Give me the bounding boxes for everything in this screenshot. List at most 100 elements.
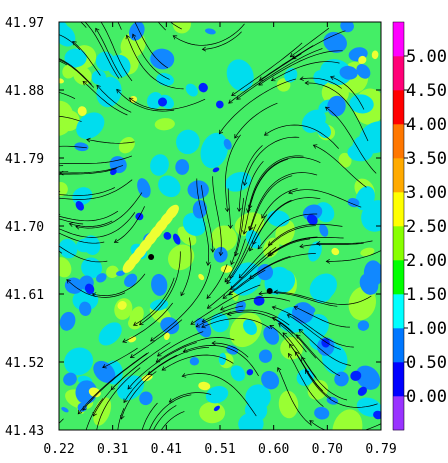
streamline <box>296 334 341 377</box>
streamline-arrowhead <box>127 385 132 390</box>
streamline <box>277 367 313 426</box>
streamline-arrowhead <box>44 192 47 196</box>
streamline-arrowhead <box>45 54 49 58</box>
speed-patch <box>316 121 331 139</box>
speed-patch <box>117 375 144 401</box>
streamline-arrowhead <box>226 279 231 285</box>
streamline <box>293 306 350 328</box>
streamline-arrowhead <box>113 238 119 243</box>
streamline-arrowhead <box>288 189 293 195</box>
streamline-arrowhead <box>289 52 295 58</box>
x-tick-label: 0.41 <box>151 442 182 457</box>
streamline <box>202 305 244 323</box>
streamline-arrowhead <box>211 340 216 346</box>
streamline-arrowhead <box>234 251 239 257</box>
streamline-arrowhead <box>22 179 26 183</box>
streamline <box>139 251 181 326</box>
streamline-arrowhead <box>242 230 247 235</box>
streamline-arrowhead <box>258 76 264 81</box>
streamline <box>249 175 293 231</box>
streamline-arrowhead <box>242 181 248 187</box>
speed-patch <box>358 121 381 154</box>
streamline <box>236 48 323 100</box>
speed-patch <box>210 225 237 252</box>
speed-patch <box>355 186 375 211</box>
streamline-arrowhead <box>282 332 287 337</box>
streamline-arrowhead <box>15 34 19 38</box>
streamline <box>247 155 304 213</box>
streamline <box>169 22 182 30</box>
speed-patch <box>356 64 371 79</box>
speed-patch <box>349 94 374 114</box>
speed-patch <box>332 409 363 430</box>
speed-patch <box>308 241 322 262</box>
streamline <box>130 319 183 358</box>
streamline <box>287 314 341 350</box>
streamline-arrowhead <box>181 373 187 378</box>
streamline-arrowhead <box>299 76 304 81</box>
colorbar-label: 4.500 <box>406 81 448 101</box>
colorbar-swatch <box>393 56 404 91</box>
streamline <box>96 367 141 430</box>
streamline <box>77 353 148 415</box>
speed-patch <box>200 132 229 169</box>
streamline-arrowhead <box>143 459 147 463</box>
streamline-arrowhead <box>125 34 131 40</box>
colorbar-label: 1.500 <box>406 285 448 305</box>
speed-patch <box>189 357 200 366</box>
speed-lowest-patches <box>75 82 381 420</box>
speed-patch <box>93 360 116 383</box>
speed-patch <box>72 289 99 311</box>
speed-patch <box>205 386 229 404</box>
streamline-arrowhead <box>0 26 1 30</box>
colorbar-label: 2.500 <box>406 217 448 237</box>
streamline-arrowhead <box>102 363 107 369</box>
colorbar-label: 1.000 <box>406 319 448 339</box>
streamline <box>96 85 132 113</box>
speed-patch <box>187 180 209 200</box>
streamline-arrowhead <box>249 274 254 279</box>
streamline-arrowhead <box>53 196 57 200</box>
streamline <box>243 136 300 186</box>
streamline <box>147 346 210 376</box>
streamline-arrowhead <box>299 243 304 249</box>
speed-patch <box>77 106 87 116</box>
station-markers <box>148 254 273 294</box>
speed-patch <box>340 22 354 33</box>
streamline-arrowhead <box>150 337 155 342</box>
streamline <box>59 168 117 175</box>
streamline-arrowhead <box>132 16 136 20</box>
streamline <box>132 33 170 80</box>
streamline <box>110 342 171 390</box>
speed-patch <box>79 301 92 316</box>
streamline-arrowhead <box>296 334 301 339</box>
streamline <box>207 247 277 309</box>
speed-patch <box>309 273 337 301</box>
streamline-arrowhead <box>271 316 277 322</box>
streamline-arrowhead <box>93 12 97 16</box>
x-axis: 0.22 0.31 0.41 0.51 0.60 0.70 0.79 <box>43 22 397 457</box>
speed-patch <box>352 136 367 152</box>
speed-patch <box>350 370 362 381</box>
streamline <box>59 145 87 149</box>
streamline <box>182 373 257 417</box>
streamline <box>72 41 101 76</box>
streamline <box>201 317 271 329</box>
speed-patch <box>118 137 135 154</box>
speed-patch <box>280 336 303 360</box>
speed-patch <box>339 65 358 80</box>
speed-patch <box>62 64 76 79</box>
speed-patch <box>158 175 181 198</box>
streamline-arrowhead <box>44 225 48 229</box>
streamline-arrowhead <box>77 409 83 415</box>
speed-patch <box>59 238 78 259</box>
speed-patch <box>205 28 216 35</box>
streamline <box>102 347 138 368</box>
streamline <box>249 253 316 279</box>
streamline <box>258 292 338 307</box>
streamline <box>230 197 245 265</box>
speed-patch <box>61 407 69 413</box>
streamline-arrowhead <box>273 289 278 295</box>
streamline <box>300 77 342 89</box>
streamline <box>201 185 214 253</box>
